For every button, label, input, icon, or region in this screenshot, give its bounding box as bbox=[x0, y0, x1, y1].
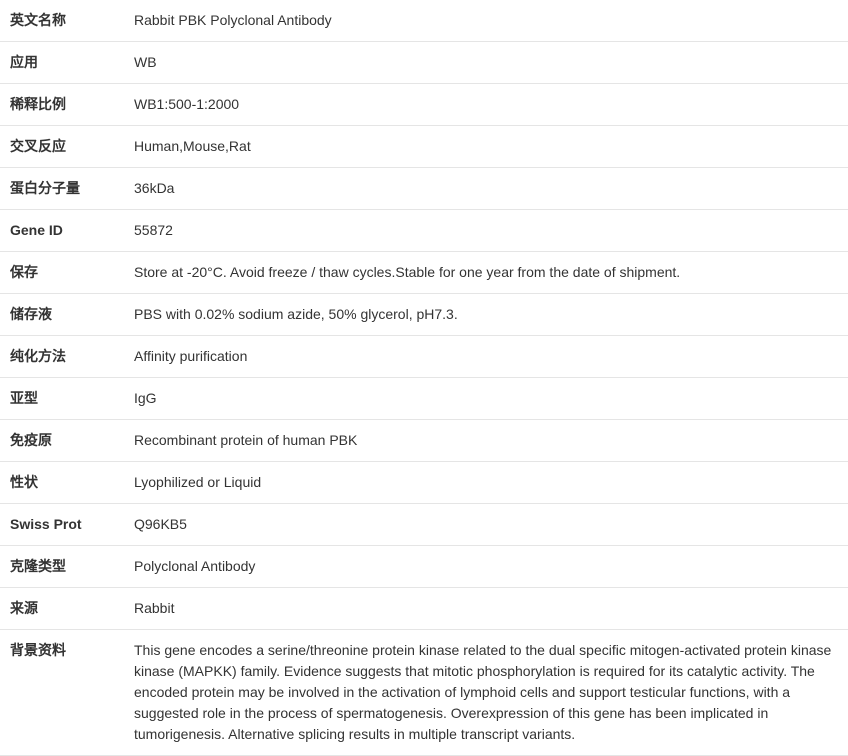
row-label: 克隆类型 bbox=[0, 546, 124, 588]
row-value: Lyophilized or Liquid bbox=[124, 462, 848, 504]
row-value: PBS with 0.02% sodium azide, 50% glycero… bbox=[124, 294, 848, 336]
row-label: 应用 bbox=[0, 42, 124, 84]
table-row: 背景资料 This gene encodes a serine/threonin… bbox=[0, 630, 848, 756]
row-value: WB1:500-1:2000 bbox=[124, 84, 848, 126]
product-spec-tbody: 英文名称 Rabbit PBK Polyclonal Antibody 应用 W… bbox=[0, 0, 848, 756]
table-row: 英文名称 Rabbit PBK Polyclonal Antibody bbox=[0, 0, 848, 42]
table-row: 来源 Rabbit bbox=[0, 588, 848, 630]
row-label: 稀释比例 bbox=[0, 84, 124, 126]
table-row: Swiss Prot Q96KB5 bbox=[0, 504, 848, 546]
table-row: 应用 WB bbox=[0, 42, 848, 84]
row-value: 55872 bbox=[124, 210, 848, 252]
row-label: 英文名称 bbox=[0, 0, 124, 42]
table-row: 纯化方法 Affinity purification bbox=[0, 336, 848, 378]
table-row: 稀释比例 WB1:500-1:2000 bbox=[0, 84, 848, 126]
product-spec-table: 英文名称 Rabbit PBK Polyclonal Antibody 应用 W… bbox=[0, 0, 848, 756]
row-label: 储存液 bbox=[0, 294, 124, 336]
row-label: 背景资料 bbox=[0, 630, 124, 756]
row-label: 性状 bbox=[0, 462, 124, 504]
row-value: IgG bbox=[124, 378, 848, 420]
row-label: 来源 bbox=[0, 588, 124, 630]
table-row: 蛋白分子量 36kDa bbox=[0, 168, 848, 210]
row-value: Store at -20°C. Avoid freeze / thaw cycl… bbox=[124, 252, 848, 294]
row-value: Q96KB5 bbox=[124, 504, 848, 546]
row-value: Affinity purification bbox=[124, 336, 848, 378]
row-value: Human,Mouse,Rat bbox=[124, 126, 848, 168]
row-label: 免疫原 bbox=[0, 420, 124, 462]
row-label: 纯化方法 bbox=[0, 336, 124, 378]
row-label: 蛋白分子量 bbox=[0, 168, 124, 210]
row-label: Swiss Prot bbox=[0, 504, 124, 546]
table-row: 交叉反应 Human,Mouse,Rat bbox=[0, 126, 848, 168]
row-value: Rabbit PBK Polyclonal Antibody bbox=[124, 0, 848, 42]
row-value: Rabbit bbox=[124, 588, 848, 630]
table-row: 亚型 IgG bbox=[0, 378, 848, 420]
row-label: 亚型 bbox=[0, 378, 124, 420]
row-value: WB bbox=[124, 42, 848, 84]
table-row: 储存液 PBS with 0.02% sodium azide, 50% gly… bbox=[0, 294, 848, 336]
row-value: 36kDa bbox=[124, 168, 848, 210]
row-label: 交叉反应 bbox=[0, 126, 124, 168]
table-row: 免疫原 Recombinant protein of human PBK bbox=[0, 420, 848, 462]
row-label: 保存 bbox=[0, 252, 124, 294]
table-row: 保存 Store at -20°C. Avoid freeze / thaw c… bbox=[0, 252, 848, 294]
row-value: This gene encodes a serine/threonine pro… bbox=[124, 630, 848, 756]
table-row: Gene ID 55872 bbox=[0, 210, 848, 252]
row-label: Gene ID bbox=[0, 210, 124, 252]
row-value: Recombinant protein of human PBK bbox=[124, 420, 848, 462]
table-row: 克隆类型 Polyclonal Antibody bbox=[0, 546, 848, 588]
table-row: 性状 Lyophilized or Liquid bbox=[0, 462, 848, 504]
row-value: Polyclonal Antibody bbox=[124, 546, 848, 588]
